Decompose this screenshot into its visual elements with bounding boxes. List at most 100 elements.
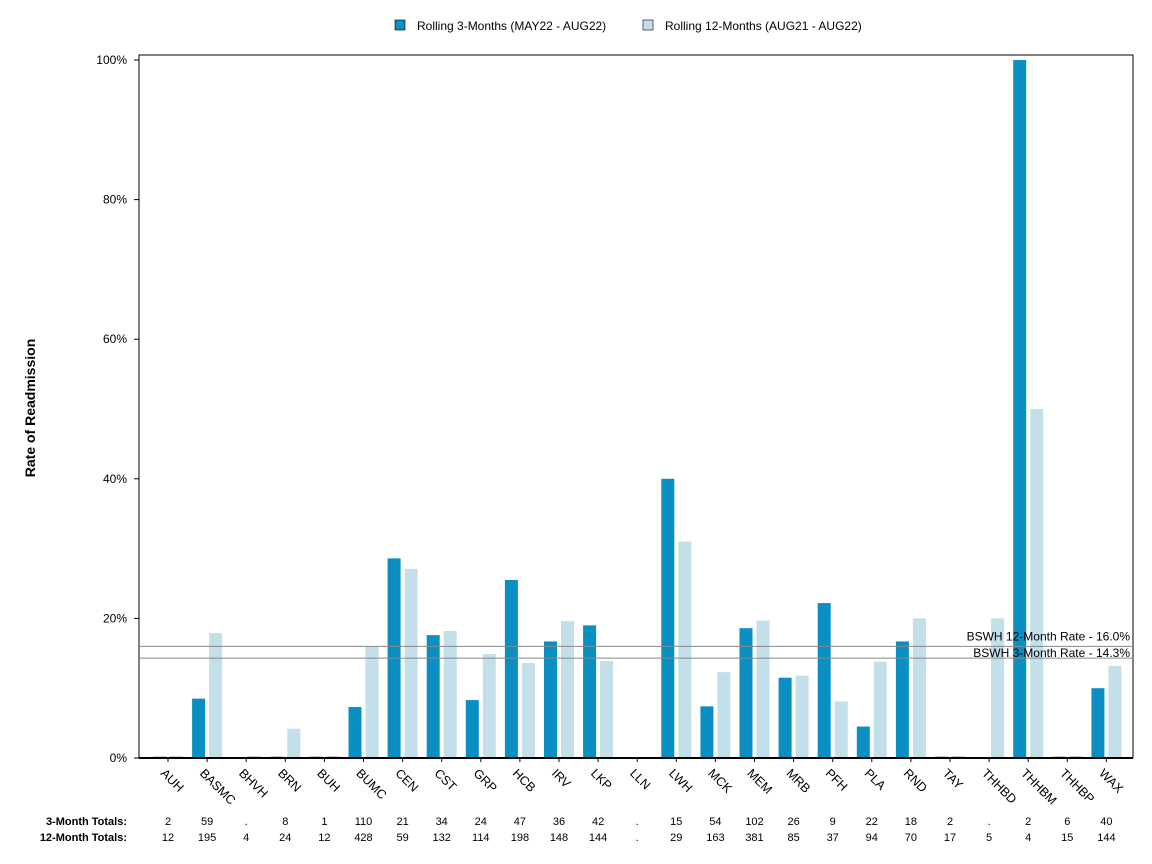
three-month-total: 2 [947, 816, 953, 828]
legend: Rolling 3-Months (MAY22 - AUG22) Rolling… [394, 19, 862, 33]
x-tick-label: BASMC [197, 766, 238, 807]
twelve-month-total: 195 [198, 832, 216, 844]
bar-3-month [544, 641, 557, 758]
bar-3-month [700, 706, 714, 758]
bar-12-month [561, 621, 574, 758]
twelve-month-total: 144 [1097, 832, 1115, 844]
twelve-month-total: 85 [787, 832, 799, 844]
x-tick-label: THHBD [979, 766, 1019, 806]
three-month-total: 22 [866, 816, 878, 828]
bar-12-month [873, 661, 887, 758]
twelve-month-total: 15 [1061, 832, 1073, 844]
y-tick-label: 60% [103, 332, 127, 346]
bar-12-month [912, 618, 926, 758]
twelve-month-total: 114 [472, 832, 490, 844]
three-month-total: 1 [321, 816, 327, 828]
three-month-total: 34 [436, 816, 448, 828]
twelve-month-total: 12 [162, 832, 174, 844]
bar-3-month [583, 625, 597, 758]
x-tick-label: BHVH [236, 766, 270, 800]
three-month-total: 40 [1100, 816, 1112, 828]
bar-3-month [856, 726, 870, 758]
three-month-total: 110 [355, 816, 373, 828]
x-tick-label: HCB [510, 766, 539, 795]
y-axis-title: Rate of Readmission [22, 339, 38, 477]
three-month-total: 2 [1025, 816, 1031, 828]
x-tick-label: GRP [471, 766, 500, 795]
bar-3-month [465, 700, 479, 758]
bar-12-month [678, 541, 692, 758]
twelve-month-total: 37 [827, 832, 839, 844]
three-month-total: 47 [514, 816, 526, 828]
bar-3-month [817, 603, 831, 758]
x-tick-label: PFH [823, 766, 851, 794]
legend-label-3-month: Rolling 3-Months (MAY22 - AUG22) [417, 19, 606, 33]
reference-lines: BSWH 12-Month Rate - 16.0% BSWH 3-Month R… [139, 629, 1133, 660]
bar-12-month [521, 663, 535, 758]
twelve-month-total: 5 [986, 832, 992, 844]
y-tick-label: 0% [110, 751, 128, 765]
three-month-total: . [245, 816, 248, 828]
three-month-total: 21 [396, 816, 408, 828]
x-tick-label: THHBP [1057, 766, 1097, 806]
bar-3-month [504, 580, 518, 758]
x-tick-label: LKP [588, 766, 615, 793]
y-tick-label: 20% [103, 611, 127, 625]
bar-12-month [795, 675, 809, 758]
x-tick-label: CST [432, 766, 460, 794]
bar-3-month [192, 698, 206, 758]
bar-3-month [348, 707, 362, 758]
three-month-total: 36 [553, 816, 565, 828]
x-tick-label: MEM [744, 766, 775, 797]
x-tick-label: THHBM [1018, 766, 1059, 807]
x-tick-label: PLA [862, 766, 889, 793]
x-tick-label: BRN [275, 766, 304, 795]
bar-3-month [426, 635, 440, 758]
legend-swatch-12-month [642, 19, 654, 31]
y-axis-ticks: 0% 20% 40% 60% 80% 100% [96, 53, 139, 765]
twelve-month-total: 17 [944, 832, 956, 844]
three-month-total: 18 [905, 816, 917, 828]
three-month-totals-label: 3-Month Totals: [46, 816, 127, 828]
bar-12-month [717, 672, 731, 758]
three-month-total: 102 [745, 816, 763, 828]
reference-line-label: BSWH 3-Month Rate - 14.3% [973, 646, 1130, 660]
twelve-month-total: 4 [243, 832, 249, 844]
three-month-total: 42 [592, 816, 604, 828]
x-tick-label: IRV [549, 766, 574, 791]
bar-12-month [287, 728, 301, 758]
x-tick-label: AUH [158, 766, 187, 795]
three-month-total: 6 [1064, 816, 1070, 828]
x-tick-label: CEN [392, 766, 421, 795]
twelve-month-total: 132 [433, 832, 451, 844]
bar-12-month [600, 660, 614, 758]
x-tick-label: MRB [783, 766, 813, 796]
bar-12-month [1030, 409, 1044, 758]
x-tick-label: LLN [627, 766, 653, 792]
twelve-month-totals-label: 12-Month Totals: [40, 832, 127, 844]
three-month-total: 26 [787, 816, 799, 828]
bar-12-month [1108, 665, 1122, 758]
reference-line-label: BSWH 12-Month Rate - 16.0% [967, 629, 1131, 643]
three-month-total: 2 [165, 816, 171, 828]
bar-3-month [895, 641, 909, 758]
bar-12-month [443, 630, 457, 758]
three-month-total: . [636, 816, 639, 828]
three-month-total: 59 [201, 816, 213, 828]
twelve-month-total: 24 [279, 832, 291, 844]
three-month-total: 15 [670, 816, 682, 828]
three-month-total: 24 [475, 816, 487, 828]
three-month-total: . [988, 816, 991, 828]
legend-label-12-month: Rolling 12-Months (AUG21 - AUG22) [665, 19, 862, 33]
y-tick-label: 80% [103, 193, 127, 207]
x-tick-label: WAX [1096, 766, 1126, 796]
twelve-month-total: 59 [396, 832, 408, 844]
three-month-total: 9 [830, 816, 836, 828]
bar-12-month [482, 653, 496, 758]
twelve-month-total: 94 [866, 832, 878, 844]
bar-3-month [1091, 688, 1105, 758]
bar-12-month [756, 620, 770, 758]
twelve-month-total: 70 [905, 832, 917, 844]
